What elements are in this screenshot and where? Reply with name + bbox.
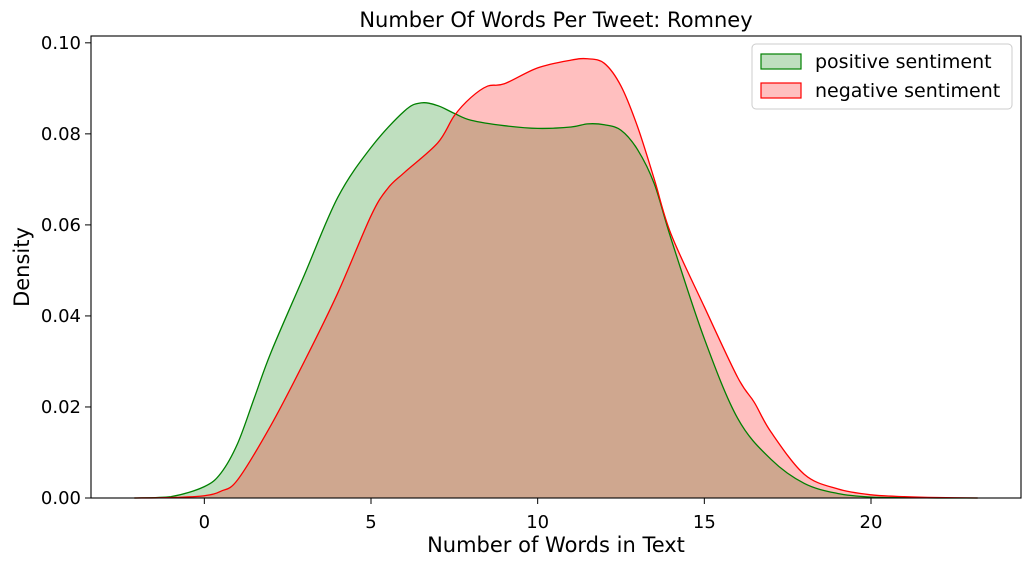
x-tick-label: 20 (860, 512, 883, 533)
legend: positive sentiment negative sentiment (751, 43, 1013, 110)
plot-frame (90, 35, 1022, 499)
y-tick-label: 0.02 (41, 397, 81, 418)
x-tick-label: 10 (526, 512, 549, 533)
legend-swatch-positive (760, 53, 802, 70)
y-axis: 0.00 0.02 0.04 0.06 0.08 0.10 (41, 33, 91, 509)
density-line-negative (134, 57, 978, 499)
x-tick-label: 0 (199, 512, 210, 533)
legend-label-positive: positive sentiment (815, 51, 992, 73)
legend-label-negative: negative sentiment (815, 80, 1000, 102)
y-tick-label: 0.04 (41, 306, 81, 327)
legend-swatch-negative (760, 82, 802, 99)
y-tick-label: 0.08 (41, 124, 81, 145)
chart-title: Number Of Words Per Tweet: Romney (359, 8, 752, 32)
y-tick-label: 0.10 (41, 33, 81, 54)
density-area-positive (134, 102, 978, 498)
legend-frame (751, 43, 1013, 110)
y-tick-label: 0.00 (41, 488, 81, 509)
x-tick-label: 5 (365, 512, 376, 533)
x-axis-label: Number of Words in Text (427, 533, 685, 557)
plot-area (134, 57, 978, 499)
y-tick-label: 0.06 (41, 215, 81, 236)
y-axis-label: Density (10, 227, 34, 307)
density-line-positive (134, 102, 978, 499)
x-tick-label: 15 (693, 512, 716, 533)
density-area-negative (134, 58, 978, 498)
x-axis: 0 5 10 15 20 (199, 498, 883, 533)
